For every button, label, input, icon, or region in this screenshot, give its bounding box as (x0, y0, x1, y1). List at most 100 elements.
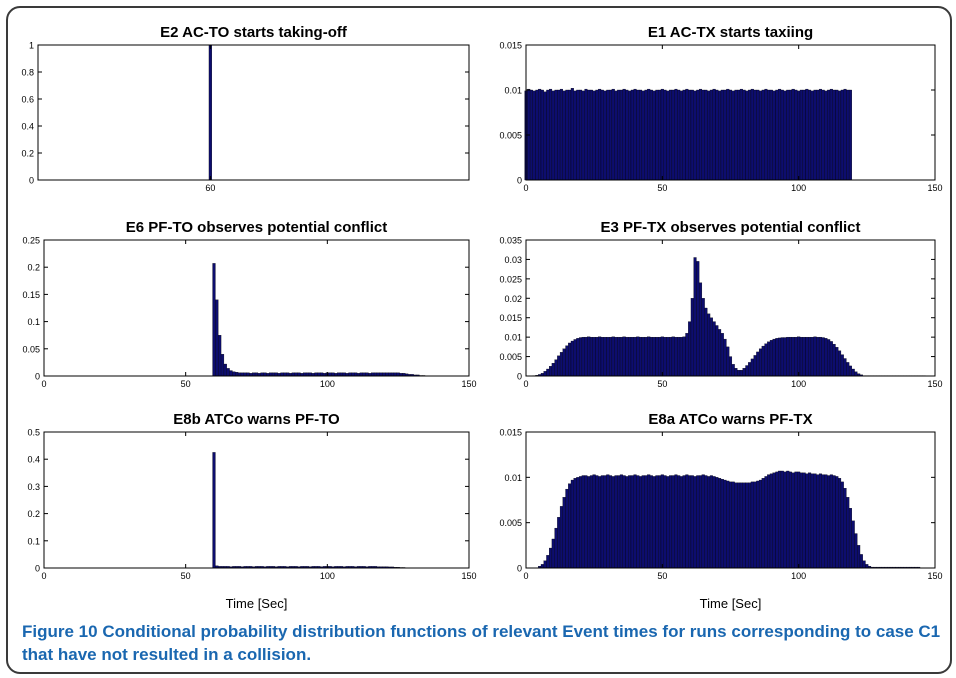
bar (783, 471, 787, 569)
x-tick-label: 100 (791, 379, 806, 389)
bar (838, 478, 842, 569)
bar (682, 336, 686, 377)
bar (636, 336, 640, 377)
bar (829, 88, 833, 181)
bar (589, 89, 593, 181)
bar (848, 508, 852, 569)
y-tick-label: 0.05 (22, 344, 40, 354)
bar (639, 336, 643, 377)
bar (614, 475, 618, 569)
bar (570, 479, 574, 569)
bar (625, 89, 629, 181)
bar (829, 474, 833, 569)
bar (595, 89, 599, 181)
caption-text: Conditional probability distribution fun… (22, 622, 941, 664)
bar (756, 480, 760, 569)
y-tick-label: 0.15 (22, 290, 40, 300)
bar (818, 88, 822, 181)
x-tick-label: 100 (791, 571, 806, 581)
y-tick-label: 0.015 (499, 313, 522, 323)
bar (565, 488, 569, 569)
chart-panel: E2 AC-TO starts taking-off 0 0.2 0.4 0.6 0.8 1… (21, 24, 470, 193)
bar (576, 477, 580, 569)
y-tick-label: 0.25 (22, 236, 40, 246)
bar (669, 336, 673, 377)
bar (772, 472, 776, 569)
x-tick-label: 100 (320, 571, 335, 581)
bar (802, 89, 806, 181)
bar (802, 336, 806, 377)
bar (758, 479, 763, 569)
bar (666, 90, 670, 181)
bar (587, 336, 591, 377)
bar (775, 89, 779, 181)
bar (226, 368, 230, 377)
bar (739, 370, 743, 377)
bar (606, 336, 610, 377)
x-tick-label: 0 (523, 571, 528, 581)
bar (619, 336, 623, 377)
bar (761, 478, 765, 569)
bar (723, 338, 727, 377)
bar (551, 538, 555, 569)
bar (592, 336, 596, 377)
bar (600, 89, 604, 181)
bar (546, 555, 550, 569)
y-tick-label: 0.1 (27, 317, 40, 327)
chart-title: E1 AC-TX starts taxiing (648, 24, 813, 41)
bar (669, 475, 673, 569)
bar (769, 340, 773, 377)
y-tick-label: 0 (517, 176, 522, 186)
x-tick-label: 50 (657, 571, 667, 581)
bar (576, 338, 580, 377)
bar (767, 341, 771, 377)
bar (818, 336, 822, 377)
bar (617, 89, 621, 181)
chart-panel: E1 AC-TX starts taxiing 0 0.005 0.01 0.015 0 5… (499, 24, 942, 193)
bar (824, 474, 828, 569)
bar (824, 90, 828, 181)
x-tick-label: 50 (181, 571, 191, 581)
bar (609, 89, 613, 181)
bar (617, 475, 621, 569)
bar (848, 365, 852, 377)
bar (707, 313, 711, 377)
bar (718, 478, 722, 569)
bar (647, 336, 651, 377)
bar (644, 336, 648, 377)
bar (674, 336, 678, 377)
bar (791, 88, 795, 181)
y-tick-label: 0.4 (27, 455, 40, 465)
bar (799, 472, 803, 569)
x-tick-label: 150 (927, 183, 942, 193)
bar (696, 89, 700, 181)
x-tick-label: 100 (791, 183, 806, 193)
bar (660, 88, 664, 181)
bar (655, 475, 659, 569)
bar (538, 88, 542, 181)
bar (832, 343, 836, 377)
bar (619, 89, 623, 181)
bar (734, 89, 738, 181)
bar (579, 89, 583, 181)
bar (565, 89, 569, 181)
bar (677, 336, 681, 377)
bar (715, 477, 719, 569)
bar (778, 88, 782, 181)
y-tick-label: 0.2 (21, 149, 34, 159)
plot-area-border (525, 431, 936, 569)
bar (581, 90, 585, 181)
bar (745, 90, 749, 181)
bar (778, 337, 782, 377)
x-tick-label: 50 (657, 379, 667, 389)
bar (715, 89, 719, 181)
bar (728, 356, 733, 377)
x-tick-label: 0 (523, 183, 528, 193)
bar (611, 88, 615, 181)
bar (780, 89, 784, 181)
y-tick-label: 0.025 (499, 274, 522, 284)
bar (737, 89, 741, 181)
bar (748, 89, 752, 181)
bar (641, 475, 645, 569)
